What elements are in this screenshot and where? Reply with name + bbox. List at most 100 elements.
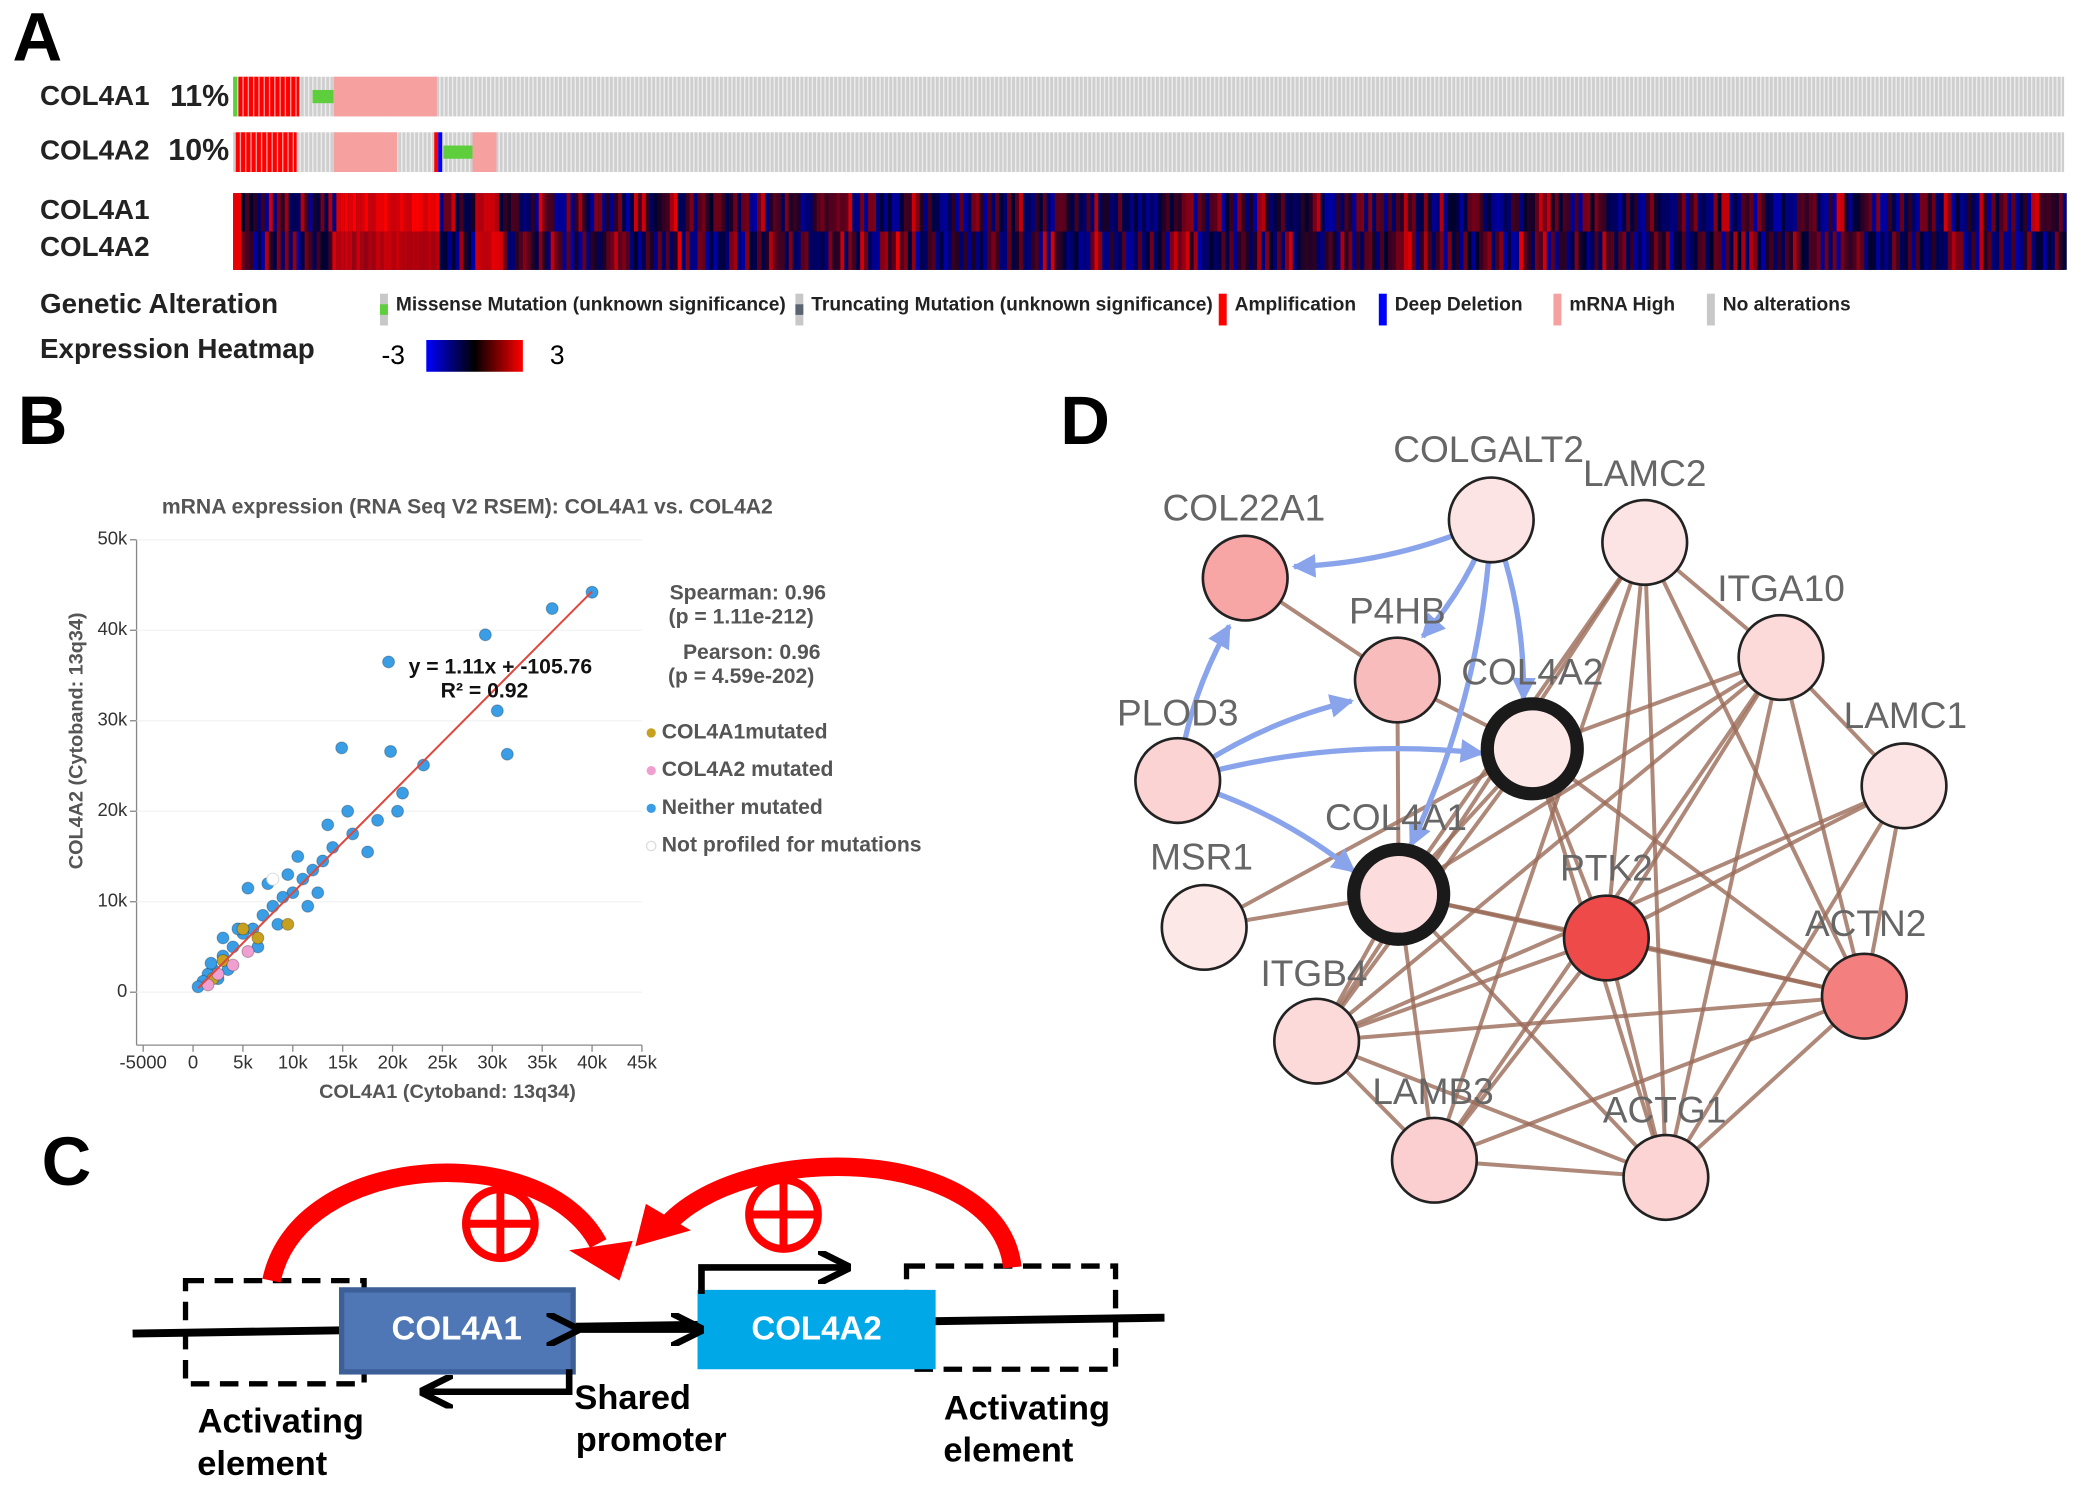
heatmap-cell (360, 193, 365, 232)
heatmap-cell (1145, 231, 1150, 270)
heatmap-cell (1860, 231, 1865, 270)
annotation: Pearson: 0.96 (683, 641, 821, 664)
heatmap-cell (999, 193, 1004, 232)
heat-min: -3 (381, 340, 405, 370)
activation-arc (657, 1157, 1022, 1269)
heatmap-cell (423, 231, 428, 270)
heatmap-cell (320, 231, 325, 270)
node (1134, 736, 1222, 825)
node (1737, 613, 1825, 702)
heatmap-cell (538, 193, 543, 232)
point (500, 747, 514, 761)
heatmap-cell (959, 193, 964, 232)
heatmap-cell (1384, 231, 1389, 270)
heatmap-cell (1038, 231, 1043, 270)
heatmap-cell (741, 193, 746, 232)
alteration-percent: 11% (170, 79, 229, 113)
heatmap-cell (1217, 231, 1222, 270)
heatmap-cell (1011, 231, 1016, 270)
legend-label: COL4A2 mutated (662, 758, 834, 781)
heatmap-cell (491, 193, 496, 232)
heatmap-cell (1713, 193, 1718, 232)
heatmap-cell (510, 231, 515, 270)
heatmap-cell (1896, 193, 1901, 232)
heatmap-cell (1225, 193, 1230, 232)
heatmap-cell (618, 193, 623, 232)
heatmap-cell (1820, 231, 1825, 270)
heatmap-cell (522, 231, 527, 270)
heatmap-cell (1955, 231, 1960, 270)
heatmap-cell (554, 193, 559, 232)
heatmap-cell (764, 231, 769, 270)
heatmap-cell (1538, 193, 1543, 232)
heatmap-cell (872, 193, 877, 232)
heatmap-cell (618, 231, 623, 270)
heatmap-cell (1908, 231, 1912, 270)
heatmap-cell (737, 193, 742, 232)
heatmap-cell (701, 193, 706, 232)
heatmap-cell (1963, 193, 1968, 232)
heatmap-cell (975, 231, 980, 270)
heatmap-cell (419, 231, 424, 270)
heatmap-cell (649, 231, 654, 270)
diagram-label: Shared (574, 1379, 691, 1417)
heatmap-cell (979, 231, 984, 270)
heatmap-cell (1983, 193, 1988, 232)
heatmap-cell (451, 193, 456, 232)
heatmap-cell (1503, 193, 1508, 232)
heatmap-cell (372, 193, 377, 232)
point (341, 804, 355, 818)
heatmap-cell (1423, 231, 1428, 270)
heatmap-cell (1280, 193, 1285, 232)
heatmap-cell (2050, 193, 2055, 232)
heatmap-cell (471, 231, 476, 270)
heatmap-cell (304, 193, 309, 232)
heatmap-cell (1836, 231, 1841, 270)
amp-stripes (239, 76, 297, 172)
heatmap-cell (1257, 231, 1262, 270)
heatmap-cell (1221, 193, 1226, 232)
heatmap-cell (1507, 193, 1512, 232)
heatmap-cell (411, 193, 416, 232)
heatmap-cell (602, 231, 607, 270)
heatmap-cell (1800, 231, 1805, 270)
heatmap-cell (1860, 193, 1865, 232)
heatmap-cell (526, 193, 531, 232)
heatmap-cell (296, 231, 301, 270)
heatmap-cell (1677, 231, 1682, 270)
heatmap-cell (1919, 231, 1924, 270)
heatmap-cell (1693, 231, 1698, 270)
heatmap-cell (467, 193, 472, 232)
heatmap-cell (1848, 231, 1853, 270)
heatmap-cell (419, 193, 424, 232)
heatmap-cell (1181, 231, 1186, 270)
heatmap-cell (503, 231, 507, 270)
heatmap-cell (475, 193, 480, 232)
heatmap-cell (1777, 193, 1781, 232)
heatmap-cell (999, 231, 1004, 270)
heatmap-cell (376, 193, 380, 232)
heatmap-cell (1570, 231, 1575, 270)
heatmap-cell (304, 231, 309, 270)
heatmap-cell (1205, 231, 1210, 270)
heatmap-cell (1475, 231, 1480, 270)
point (545, 602, 559, 616)
heatmap-cell (1003, 193, 1008, 232)
stripe (263, 76, 265, 117)
heatmap-cell (1653, 193, 1658, 232)
point (251, 931, 265, 945)
y-axis-label: COL4A2 (Cytoband: 13q34) (65, 613, 87, 870)
heatmap-cell (1403, 193, 1408, 232)
heatmap-cell (1646, 231, 1651, 270)
heatmap-cell (292, 193, 297, 232)
stripe (260, 132, 263, 172)
heatmap-cell (566, 193, 571, 232)
heatmap-cell (1820, 193, 1825, 232)
heatmap-cell (1427, 193, 1432, 232)
heatmap-cell (808, 231, 813, 270)
point (321, 818, 335, 832)
heatmap-cell (447, 193, 452, 232)
heatmap-cell (947, 193, 952, 232)
heatmap-cell (884, 193, 889, 232)
